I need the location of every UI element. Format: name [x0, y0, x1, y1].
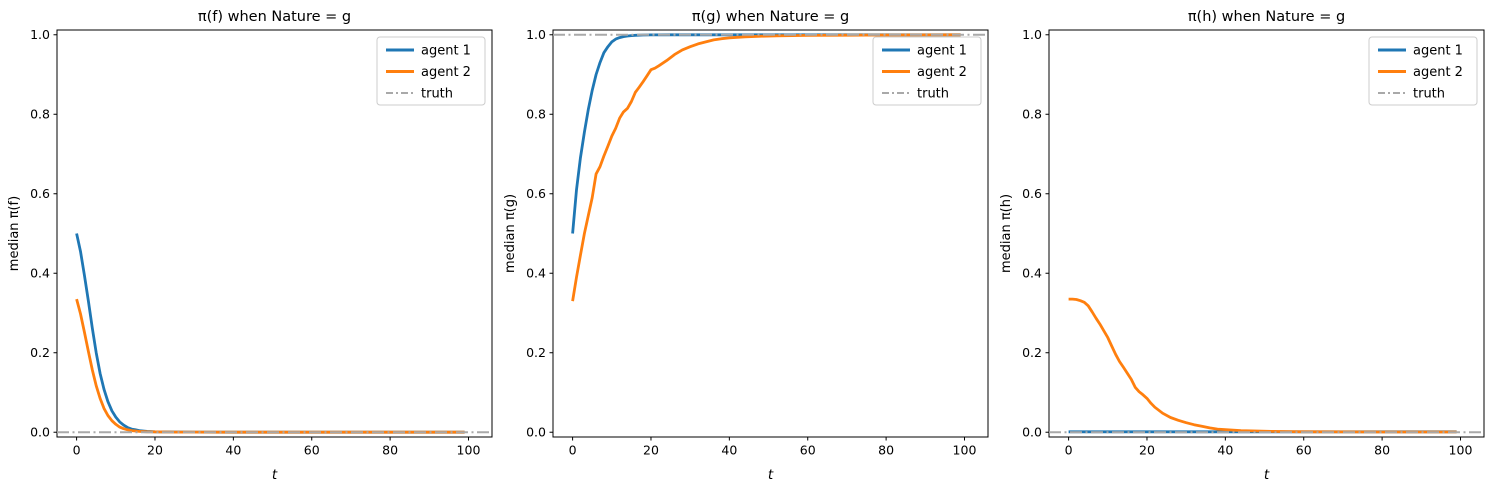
y-tick-label: 0.0 — [30, 425, 50, 440]
y-tick-label: 0.0 — [526, 425, 546, 440]
x-tick-label: 0 — [1065, 443, 1073, 458]
x-axis-label: t — [768, 467, 774, 483]
y-tick-label: 0.4 — [526, 266, 546, 281]
legend-label-truth: truth — [421, 87, 453, 102]
legend-box — [872, 36, 982, 106]
chart-panel-pi-g: 0 20 40 60 80 100 0.0 0.2 0.4 0.6 0.8 1.0 π(g) when … — [496, 0, 992, 490]
x-axis-label: t — [272, 467, 278, 483]
plot-frame — [56, 29, 493, 438]
x-axis-label: t — [1264, 467, 1270, 483]
x-tick-label: 20 — [643, 443, 659, 458]
legend-label-agent-1: agent 1 — [917, 44, 967, 59]
y-tick-label: 0.2 — [30, 345, 50, 360]
legend: agent 1 agent 2 truth — [376, 36, 486, 106]
x-tick-label: 100 — [1449, 443, 1473, 458]
legend-label-truth: truth — [917, 87, 949, 102]
y-tick-label: 1.0 — [526, 27, 546, 42]
chart-svg-pi-f: 0 20 40 60 80 100 0.0 0.2 0.4 0.6 0.8 1.0 π(f) when … — [7, 9, 493, 483]
plot-frame — [1048, 29, 1485, 438]
x-tick-label: 80 — [1374, 443, 1390, 458]
chart-panel-pi-h: 0 20 40 60 80 100 0.0 0.2 0.4 0.6 0.8 1.0 π(h) when … — [992, 0, 1489, 490]
series-line-agent-2 — [75, 298, 465, 434]
y-axis-label: median π(g) — [503, 194, 518, 273]
x-tick-label: 0 — [73, 443, 81, 458]
y-tick-label: 0.0 — [1022, 425, 1042, 440]
legend-label-agent-1: agent 1 — [1413, 44, 1463, 59]
series-line-agent-1 — [75, 233, 465, 434]
x-tick-label: 100 — [457, 443, 481, 458]
legend-label-agent-2: agent 2 — [917, 65, 967, 80]
y-axis-label: median π(h) — [999, 194, 1014, 273]
series-line-agent-2 — [571, 33, 961, 302]
y-tick-label: 0.8 — [30, 107, 50, 122]
x-tick-label: 40 — [1217, 443, 1233, 458]
y-tick-label: 0.2 — [1022, 345, 1042, 360]
y-tick-label: 0.8 — [1022, 107, 1042, 122]
legend-label-agent-2: agent 2 — [421, 65, 471, 80]
x-tick-label: 60 — [1296, 443, 1312, 458]
y-tick-label: 0.6 — [526, 186, 546, 201]
chart-svg-pi-h: 0 20 40 60 80 100 0.0 0.2 0.4 0.6 0.8 1.0 π(h) when … — [999, 9, 1485, 483]
y-axis-label: median π(f) — [7, 196, 22, 271]
x-tick-label: 20 — [147, 443, 163, 458]
x-tick-label: 40 — [225, 443, 241, 458]
x-tick-label: 60 — [304, 443, 320, 458]
y-tick-label: 1.0 — [1022, 27, 1042, 42]
x-tick-label: 60 — [800, 443, 816, 458]
x-tick-label: 0 — [569, 443, 577, 458]
legend-box — [1368, 36, 1478, 106]
chart-panel-pi-f: 0 20 40 60 80 100 0.0 0.2 0.4 0.6 0.8 1.0 π(f) when … — [0, 0, 496, 490]
x-tick-label: 20 — [1139, 443, 1155, 458]
legend-label-agent-1: agent 1 — [421, 44, 471, 59]
y-tick-label: 0.4 — [30, 266, 50, 281]
x-tick-label: 40 — [721, 443, 737, 458]
y-tick-label: 1.0 — [30, 27, 50, 42]
chart-title: π(h) when Nature = g — [1188, 9, 1345, 25]
x-tick-label: 100 — [953, 443, 977, 458]
legend-label-agent-2: agent 2 — [1413, 65, 1463, 80]
series-line-agent-2 — [1068, 297, 1457, 434]
x-tick-label: 80 — [382, 443, 398, 458]
plot-frame — [552, 29, 989, 438]
y-tick-label: 0.6 — [30, 186, 50, 201]
legend-box — [376, 36, 486, 106]
y-tick-label: 0.4 — [1022, 266, 1042, 281]
chart-svg-pi-g: 0 20 40 60 80 100 0.0 0.2 0.4 0.6 0.8 1.0 π(g) when … — [503, 9, 989, 483]
chart-title: π(f) when Nature = g — [198, 9, 351, 25]
x-tick-label: 80 — [878, 443, 894, 458]
legend-label-truth: truth — [1413, 87, 1445, 102]
legend: agent 1 agent 2 truth — [872, 36, 982, 106]
chart-title: π(g) when Nature = g — [692, 9, 849, 25]
y-tick-label: 0.6 — [1022, 186, 1042, 201]
y-tick-label: 0.8 — [526, 107, 546, 122]
legend: agent 1 agent 2 truth — [1368, 36, 1478, 106]
y-tick-label: 0.2 — [526, 345, 546, 360]
